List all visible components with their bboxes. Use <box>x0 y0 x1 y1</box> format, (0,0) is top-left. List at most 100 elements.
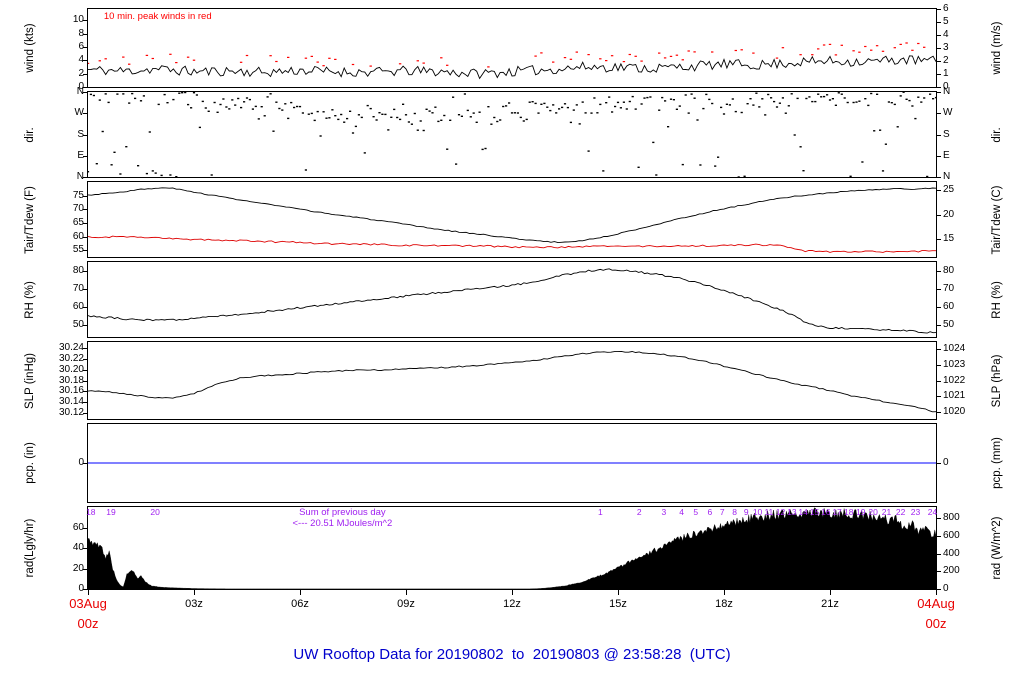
peak-wind <box>575 51 578 53</box>
wind-direction <box>160 174 163 177</box>
wind-direction <box>702 107 705 110</box>
wind-direction <box>522 120 525 122</box>
wind-direction <box>89 93 92 96</box>
wind-direction <box>490 123 493 125</box>
wind-direction <box>840 93 843 95</box>
y-tick-mark-left <box>83 548 88 549</box>
wind-direction <box>602 170 605 172</box>
wind-direction <box>552 104 555 106</box>
wind-direction <box>808 96 811 98</box>
peak-wind <box>752 52 755 54</box>
wind-direction <box>378 112 381 114</box>
peak-winds-note: 10 min. peak winds in red <box>103 11 212 22</box>
cumulative-mj-marker: 18 <box>86 507 96 517</box>
relative-humidity <box>88 268 936 334</box>
wind-direction <box>881 170 885 172</box>
wind-direction <box>298 105 302 108</box>
wind-direction <box>457 114 461 116</box>
wind-direction <box>914 117 917 120</box>
wind-direction <box>110 164 113 166</box>
wind-direction <box>440 119 443 121</box>
cumulative-mj-marker: 15 <box>809 507 820 517</box>
cumulative-mj-marker: 23 <box>910 507 921 517</box>
wind-direction <box>646 96 649 99</box>
y-tick-label-right: 80 <box>943 264 955 276</box>
wind-direction <box>237 97 240 100</box>
wind-direction <box>381 113 384 115</box>
wind-direction <box>596 112 599 114</box>
wind-direction <box>169 174 172 176</box>
x-end-date: 04Aug <box>917 596 955 611</box>
wind-direction <box>893 103 896 106</box>
wind-direction <box>561 106 564 109</box>
peak-wind <box>740 49 743 51</box>
y-tick-label-left: 30.14 <box>58 395 84 407</box>
y-tick-mark-left <box>83 33 88 35</box>
wind-direction <box>316 110 319 113</box>
wind-direction <box>823 95 826 98</box>
wind-direction <box>781 97 784 99</box>
wind-direction <box>528 101 531 103</box>
wind-direction <box>616 101 620 104</box>
wind-direction <box>611 111 614 113</box>
wind-direction <box>775 106 779 108</box>
wind-direction <box>269 93 272 95</box>
wind-direction <box>846 101 849 104</box>
y-tick-mark-right <box>936 553 941 555</box>
wind-direction <box>493 116 496 119</box>
y-tick-mark-right <box>936 74 941 76</box>
y-tick-label-right: 2 <box>943 55 949 67</box>
cumulative-mj-marker: 8 <box>732 507 737 517</box>
peak-wind <box>711 51 714 53</box>
wind-direction <box>805 97 808 100</box>
wind-direction <box>225 106 228 108</box>
wind-direction <box>525 118 528 121</box>
cumulative-mj-marker: 18 <box>843 507 854 517</box>
y-tick-mark-left <box>83 209 88 211</box>
wind-direction <box>499 119 502 121</box>
wind-direction <box>396 116 399 119</box>
y-tick-mark-right <box>936 155 941 157</box>
wind-direction <box>855 101 858 103</box>
wind-direction <box>569 121 572 124</box>
axis-title-left-rad: rad(Lgly/hr) <box>24 518 36 578</box>
wind-direction <box>770 97 773 99</box>
wind-direction <box>413 112 416 115</box>
y-tick-label-right: 25 <box>943 184 955 196</box>
wind-direction <box>472 112 475 114</box>
y-tick-mark-left <box>83 73 88 75</box>
wind-direction <box>510 112 514 114</box>
cumulative-mj-marker: 10 <box>752 507 763 517</box>
wind-direction <box>340 113 343 116</box>
wind-direction <box>307 113 310 115</box>
peak-wind <box>440 57 443 59</box>
wind-direction <box>257 118 260 120</box>
x-tick-label: 15z <box>609 598 627 610</box>
peak-wind <box>552 61 555 63</box>
y-tick-label-right: N <box>943 171 951 182</box>
x-tick-mark <box>87 590 89 595</box>
axis-title-right-rad: rad (W/m^2) <box>991 516 1003 580</box>
wind-direction <box>687 112 690 114</box>
wind-direction <box>714 165 717 167</box>
peak-wind <box>98 60 101 62</box>
wind-direction <box>649 96 652 98</box>
peak-wind <box>275 60 278 63</box>
wind-direction <box>431 112 434 114</box>
y-tick-label-left: 70 <box>72 203 84 215</box>
wind-direction <box>705 93 708 96</box>
wind-direction <box>92 94 95 97</box>
wind-direction <box>820 96 823 98</box>
y-tick-mark-left <box>83 20 88 22</box>
wind-direction <box>873 130 876 132</box>
y-tick-label-left: 70 <box>72 282 84 294</box>
axis-title-left-slp: SLP (inHg) <box>24 352 36 409</box>
cumulative-mj-marker: 20 <box>868 507 878 517</box>
y-tick-label-left: 80 <box>72 264 84 276</box>
y-tick-mark-right <box>936 92 941 93</box>
wind-direction <box>867 104 870 107</box>
wind-direction <box>402 103 405 105</box>
y-tick-label-left: 20 <box>72 562 84 574</box>
peak-wind <box>605 60 608 62</box>
wind-direction <box>293 106 296 109</box>
